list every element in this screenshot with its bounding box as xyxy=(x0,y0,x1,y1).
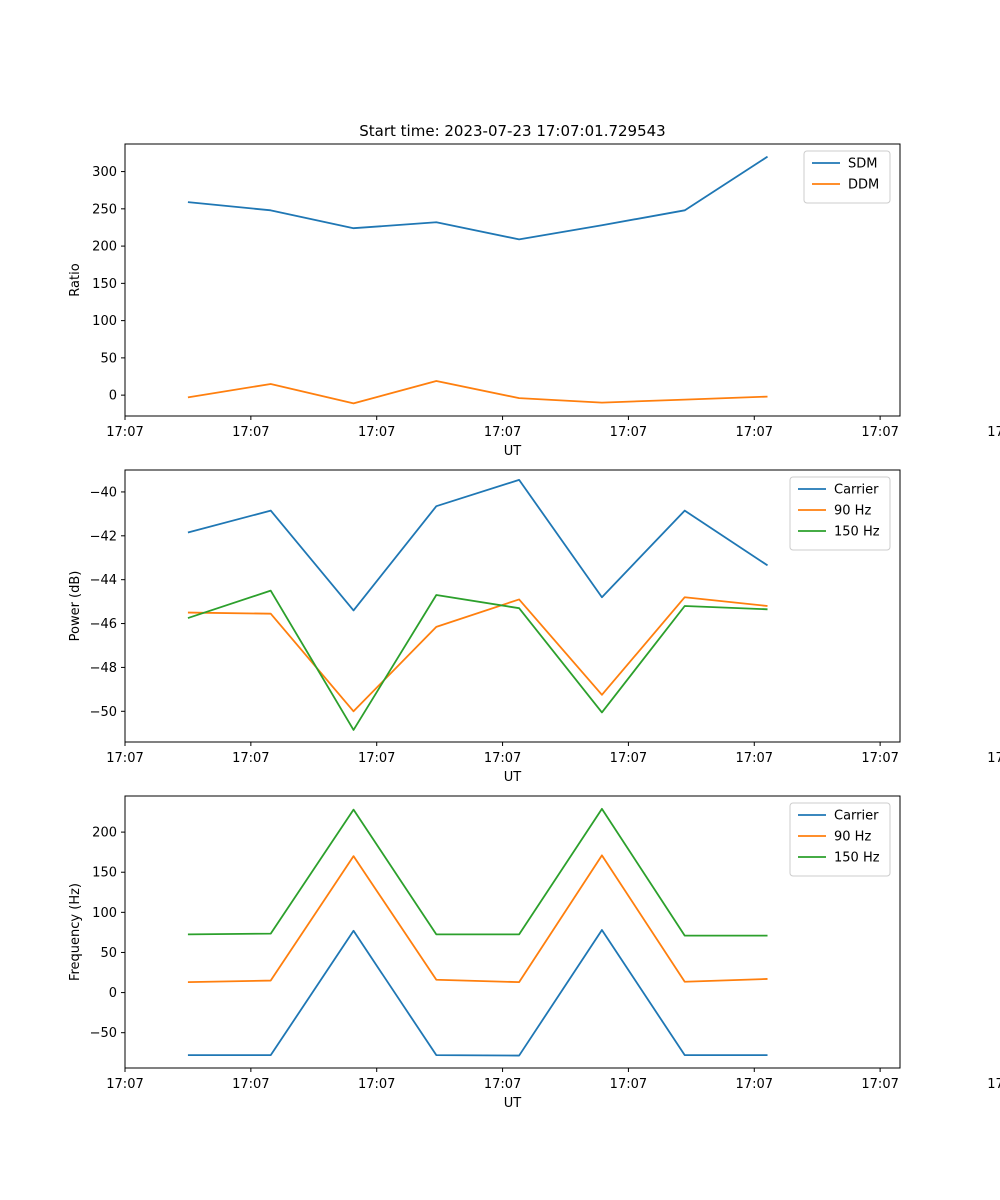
y-tick-label: 300 xyxy=(92,165,117,180)
x-tick-label: 17:07 xyxy=(358,425,395,440)
legend: Carrier 90 Hz 150 Hz xyxy=(789,476,891,551)
legend-label: SDM xyxy=(848,157,877,172)
series-line-carrier xyxy=(187,929,768,1057)
x-axis-label: UT xyxy=(504,770,522,785)
series-line-carrier xyxy=(187,478,769,612)
x-tick-label: 17:07 xyxy=(484,751,521,766)
x-tick-label: 17:07 xyxy=(232,425,269,440)
y-tick-label: −48 xyxy=(90,661,117,676)
x-tick-label: 17:07 xyxy=(861,751,898,766)
x-tick-label: 17:07 xyxy=(610,751,647,766)
y-tick-label: 150 xyxy=(92,277,117,292)
legend-label: Carrier xyxy=(834,483,879,498)
legend-label: DDM xyxy=(848,178,879,193)
x-tick-label: 17:07 xyxy=(736,1077,773,1092)
series-line-90-hz xyxy=(187,596,768,713)
x-tick-label: 17:07 xyxy=(736,751,773,766)
x-tick-label: 17:08 xyxy=(987,1077,1000,1092)
series-line-150-hz xyxy=(187,807,768,937)
chart-panel-3: 17:07 17:07 17:07 17:07 17:07 17:07 17:07 17:08… xyxy=(68,795,1000,1111)
chart-panel-1: 17:07 17:07 17:07 17:07 17:07 17:07 17:07 17:08… xyxy=(68,143,1000,459)
chart-title: Start time: 2023-07-23 17:07:01.729543 xyxy=(359,122,665,140)
y-axis-label: Ratio xyxy=(68,263,83,296)
y-tick-label: −44 xyxy=(90,573,117,588)
y-tick-label: 200 xyxy=(92,826,117,841)
y-tick-label: −46 xyxy=(90,617,117,632)
series-line-90-hz xyxy=(187,854,768,984)
y-tick-label: 0 xyxy=(109,986,117,1001)
y-tick-label: 0 xyxy=(109,389,117,404)
x-tick-label: 17:07 xyxy=(106,425,143,440)
legend-label: 90 Hz xyxy=(834,830,871,845)
x-tick-label: 17:07 xyxy=(232,1077,269,1092)
y-axis-label: Power (dB) xyxy=(68,571,83,642)
panels: 17:07 17:07 17:07 17:07 17:07 17:07 17:07 17:08… xyxy=(68,143,1000,1111)
x-tick-label: 17:08 xyxy=(987,425,1000,440)
x-tick-label: 17:07 xyxy=(861,1077,898,1092)
x-tick-label: 17:07 xyxy=(232,751,269,766)
y-tick-label: −42 xyxy=(90,529,117,544)
legend-label: Carrier xyxy=(834,809,879,824)
y-tick-label: 150 xyxy=(92,866,117,881)
x-tick-label: 17:07 xyxy=(610,1077,647,1092)
y-tick-label: −40 xyxy=(90,485,117,500)
x-tick-label: 17:07 xyxy=(358,1077,395,1092)
x-axis-label: UT xyxy=(504,1096,522,1111)
legend-box xyxy=(803,150,891,204)
legend: Carrier 90 Hz 150 Hz xyxy=(789,802,891,877)
y-tick-label: −50 xyxy=(90,1026,117,1041)
x-tick-label: 17:07 xyxy=(861,425,898,440)
y-tick-label: 50 xyxy=(100,351,117,366)
y-tick-label: −50 xyxy=(90,705,117,720)
axes-frame xyxy=(124,469,901,743)
axes-frame xyxy=(124,795,901,1069)
y-tick-label: 100 xyxy=(92,906,117,921)
x-tick-label: 17:07 xyxy=(610,425,647,440)
legend: SDM DDM xyxy=(803,150,891,204)
chart-panel-2: 17:07 17:07 17:07 17:07 17:07 17:07 17:07 17:08… xyxy=(68,469,1000,785)
x-tick-label: 17:08 xyxy=(987,751,1000,766)
y-tick-label: 200 xyxy=(92,240,117,255)
legend-label: 150 Hz xyxy=(834,525,880,540)
y-tick-label: 100 xyxy=(92,314,117,329)
x-tick-label: 17:07 xyxy=(736,425,773,440)
y-tick-label: 250 xyxy=(92,202,117,217)
x-axis-label: UT xyxy=(504,444,522,459)
x-tick-label: 17:07 xyxy=(358,751,395,766)
y-tick-label: 50 xyxy=(100,946,117,961)
legend-label: 150 Hz xyxy=(834,851,880,866)
series-line-150-hz xyxy=(187,589,768,731)
x-tick-label: 17:07 xyxy=(106,751,143,766)
x-tick-label: 17:07 xyxy=(106,1077,143,1092)
x-tick-label: 17:07 xyxy=(484,425,521,440)
y-axis-label: Frequency (Hz) xyxy=(68,883,83,981)
legend-label: 90 Hz xyxy=(834,504,871,519)
series-line-ddm xyxy=(187,380,768,405)
axes-frame xyxy=(124,143,901,417)
series-line-sdm xyxy=(187,155,769,241)
x-tick-label: 17:07 xyxy=(484,1077,521,1092)
